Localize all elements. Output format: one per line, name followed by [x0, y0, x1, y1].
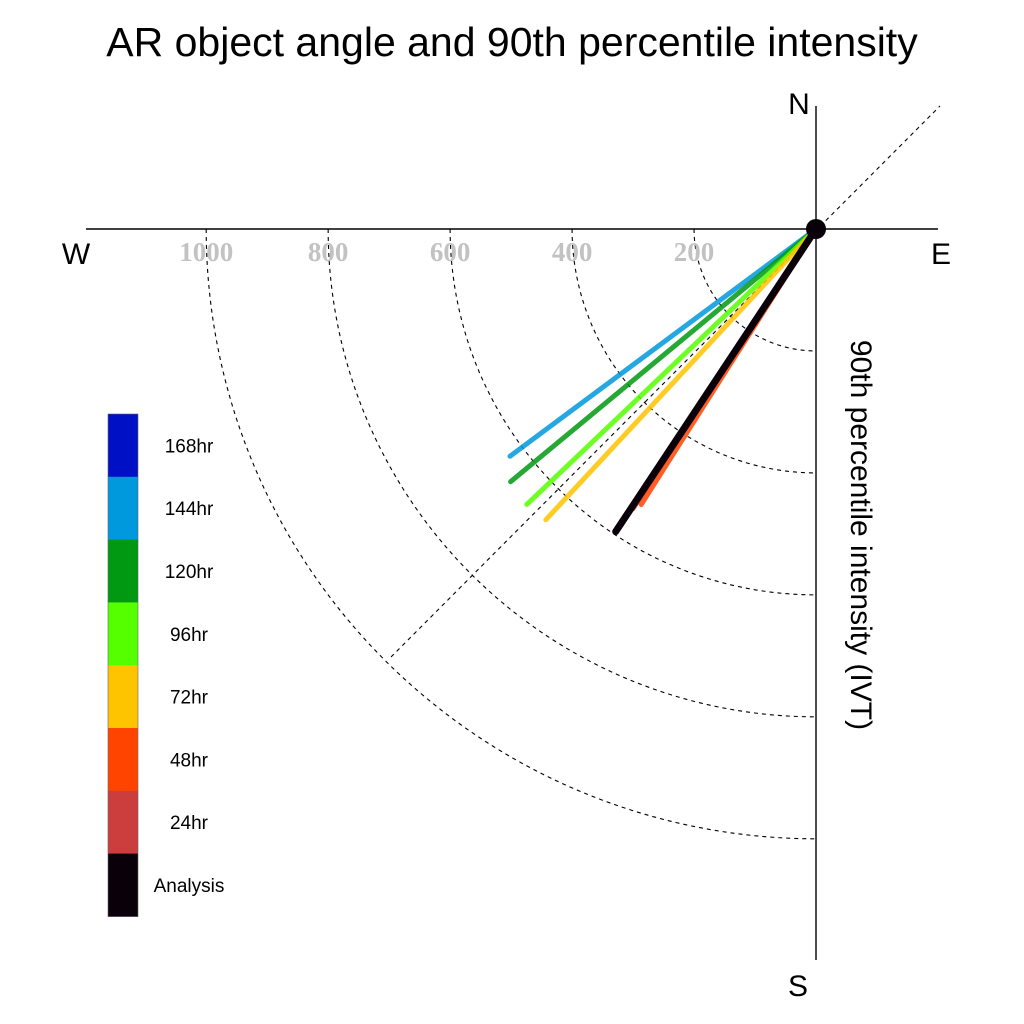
legend-label: 168hr: [165, 436, 214, 457]
radial-ring-200: [693, 228, 817, 352]
legend-label: Analysis: [154, 876, 225, 897]
radial-rings: [205, 228, 817, 840]
legend-swatch: [108, 853, 138, 917]
legend-label: 24hr: [170, 813, 209, 834]
legend-swatch: [108, 790, 138, 855]
south-label: S: [788, 970, 808, 1003]
legend-border: [107, 413, 139, 917]
radial-axis-label: 90th percentile intensity (IVT): [844, 340, 877, 730]
legend-label: 120hr: [165, 562, 214, 583]
legend: 168hr 144hr 120hr 96hr 72hr 48hr 24hr Analysis: [107, 413, 225, 917]
legend-swatch: [108, 728, 138, 792]
radial-tick-label: 1000: [179, 237, 233, 267]
radial-ring-600: [449, 228, 817, 596]
west-label: W: [62, 238, 91, 271]
radial-tick-label: 600: [430, 237, 471, 267]
legend-swatch: [108, 539, 138, 603]
legend-swatch: [108, 665, 138, 729]
east-label: E: [931, 238, 951, 271]
radial-tick-labels: 200 400 600 800 1000: [179, 237, 714, 267]
vector-analysis: [612, 225, 820, 536]
vector-96hr: [524, 226, 819, 507]
origin-dot: [806, 219, 826, 239]
vector-144hr: [507, 226, 819, 459]
chart-title: AR object angle and 90th percentile inte…: [106, 19, 918, 65]
legend-label: 96hr: [170, 625, 209, 646]
legend-swatch: [108, 476, 138, 541]
radial-tick-label: 400: [552, 237, 593, 267]
vector-120hr: [508, 226, 819, 485]
north-label: N: [788, 88, 810, 121]
radial-tick-label: 800: [308, 237, 349, 267]
reference-diagonal-line: [390, 105, 941, 658]
legend-label: 72hr: [170, 688, 209, 709]
vector-72hr: [543, 226, 819, 523]
legend-label: 48hr: [170, 750, 209, 771]
radial-ring-1000: [205, 228, 817, 840]
radial-ring-800: [327, 228, 817, 718]
legend-swatch: [108, 414, 138, 478]
legend-label: 144hr: [165, 499, 214, 520]
radial-tick-label: 200: [674, 237, 715, 267]
intensity-vectors: [507, 225, 820, 536]
legend-swatch: [108, 602, 138, 666]
